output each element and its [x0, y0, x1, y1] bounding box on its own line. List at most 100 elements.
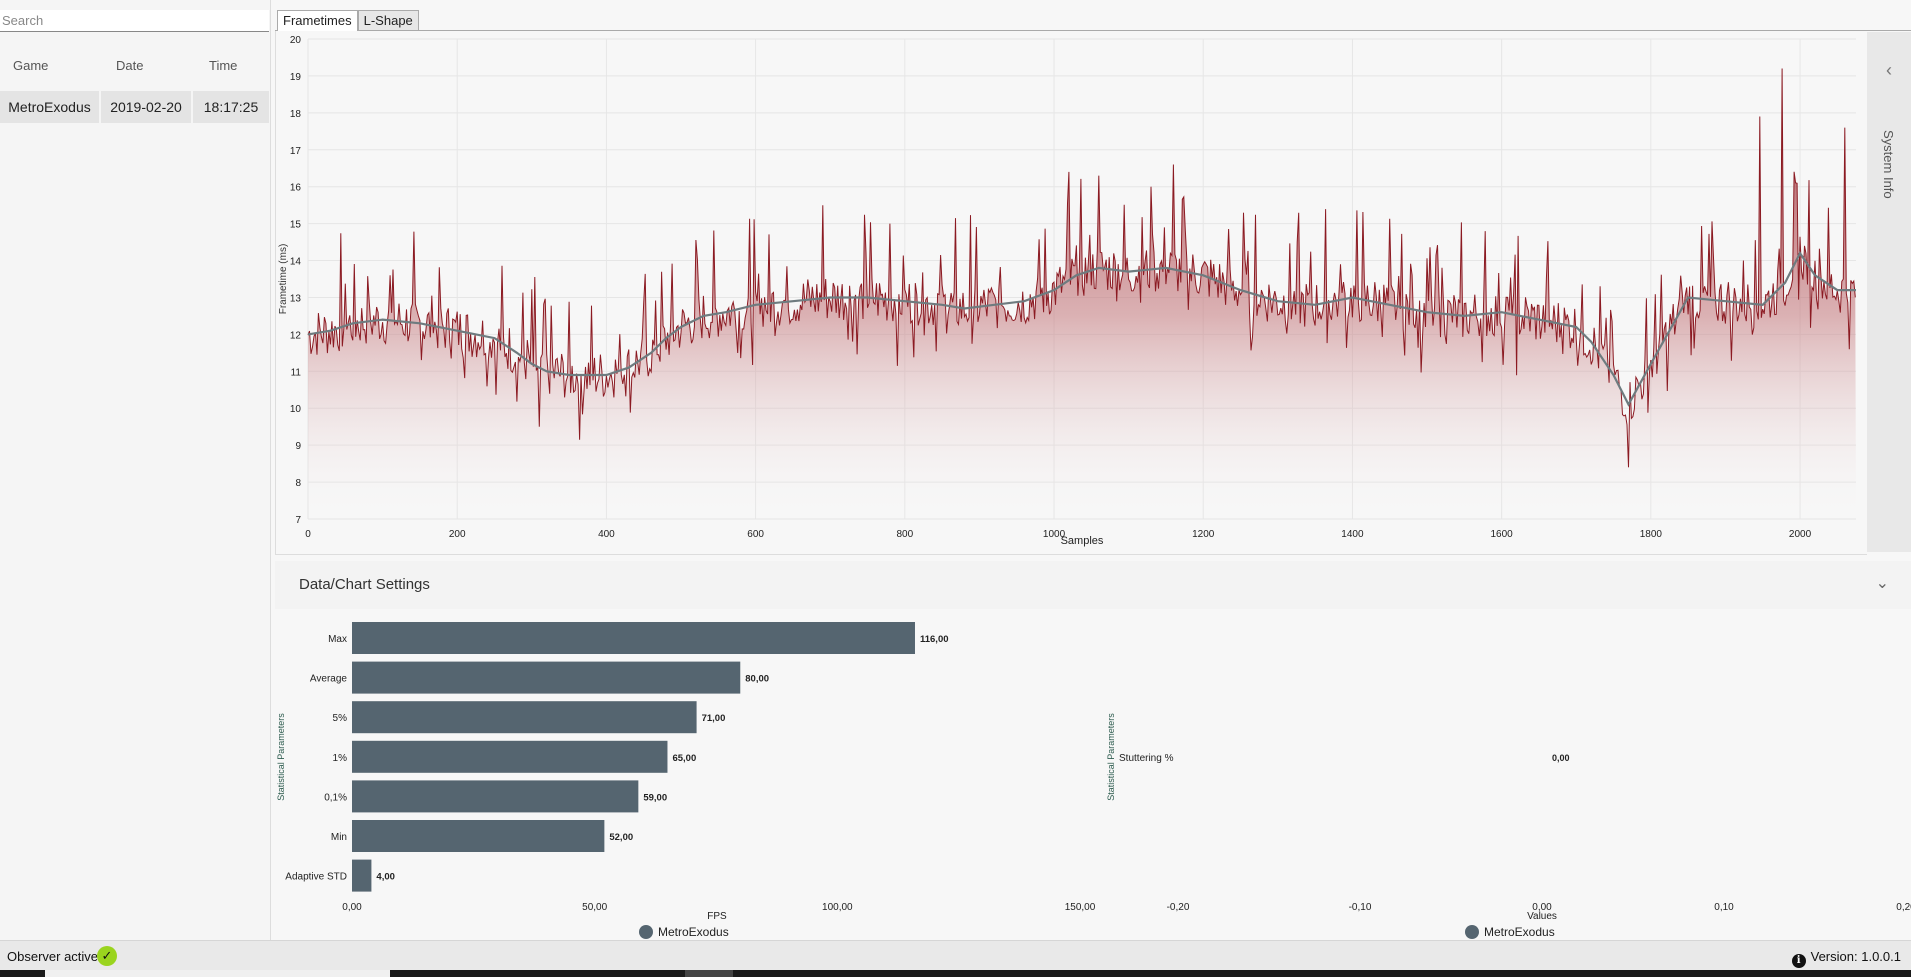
x-tick-label: 0,20 — [1896, 902, 1911, 913]
category-label: Stuttering % — [1119, 753, 1174, 764]
x-axis-ticks: 0 200 400 600 800 1000 1200 1400 1600 1800 2000 — [305, 529, 1811, 540]
value-label: 4,00 — [376, 872, 395, 883]
x-tick-label: 0,00 — [1532, 902, 1552, 913]
x-tick-label: 1200 — [1192, 529, 1215, 540]
fps-statistics-chart: Statistical Parameters Max 116,00 Average 8… — [276, 622, 1096, 939]
category-label: 1% — [333, 753, 348, 764]
status-bar: Observer active: ✓ i Version: 1.0.0.1 — [0, 940, 1911, 970]
search-input[interactable] — [0, 10, 269, 32]
y-tick-label: 17 — [290, 146, 302, 157]
y-tick-label: 15 — [290, 220, 302, 231]
y-tick-label: 8 — [295, 478, 301, 489]
y-tick-label: 16 — [290, 183, 302, 194]
column-header-time[interactable]: Time — [209, 58, 238, 73]
legend-label[interactable]: MetroExodus — [1484, 925, 1555, 939]
x-tick-label: 2000 — [1789, 529, 1812, 540]
x-tick-label: 0,00 — [342, 902, 362, 913]
x-tick-label: 1800 — [1640, 529, 1663, 540]
category-label: 0,1% — [324, 792, 347, 803]
value-label: 116,00 — [920, 634, 949, 645]
legend-swatch — [639, 925, 653, 939]
x-axis-label: FPS — [707, 911, 727, 922]
tab-divider — [275, 30, 1911, 31]
value-label: 59,00 — [643, 792, 667, 803]
bar[interactable] — [352, 661, 741, 694]
stuttering-chart: Statistical Parameters Stuttering % 0,00… — [1106, 713, 1911, 939]
info-icon[interactable]: i — [1791, 954, 1806, 968]
y-tick-label: 19 — [290, 72, 302, 83]
taskbar-window[interactable] — [45, 970, 390, 977]
x-tick-label: 400 — [598, 529, 615, 540]
taskbar — [0, 970, 1911, 977]
y-tick-label: 10 — [290, 404, 302, 415]
x-axis-ticks: -0,20 -0,10 0,00 0,10 0,20 — [1167, 902, 1911, 913]
value-label: 80,00 — [745, 674, 769, 685]
tab-l-shape[interactable]: L-Shape — [357, 10, 419, 31]
y-axis-label: Statistical Parameters — [1106, 713, 1116, 801]
bar[interactable] — [352, 820, 605, 852]
x-tick-label: 600 — [747, 529, 764, 540]
cell-game: MetroExodus — [0, 91, 99, 123]
x-tick-label: 200 — [449, 529, 466, 540]
x-axis-label: Values — [1527, 911, 1557, 922]
x-tick-label: 0 — [305, 529, 311, 540]
table-row[interactable]: MetroExodus 2019-02-20 18:17:25 — [0, 91, 271, 123]
y-axis-ticks: 7 8 9 10 11 12 13 14 15 16 17 18 19 20 — [290, 35, 302, 526]
fps-bars: Max 116,00 Average 80,00 5% 71,00 1% 65,00 0,1% 5… — [285, 622, 949, 892]
y-axis-label: Statistical Parameters — [276, 713, 286, 801]
x-tick-label: 800 — [896, 529, 913, 540]
observer-status-label: Observer active: — [7, 949, 102, 964]
frametime-area — [308, 68, 1856, 519]
x-axis-ticks: 0,00 50,00 100,00 150,00 — [342, 902, 1095, 913]
category-label: Min — [331, 832, 347, 843]
settings-title: Data/Chart Settings — [299, 576, 430, 593]
moving-average-line — [307, 251, 1856, 407]
y-tick-label: 9 — [295, 441, 301, 452]
column-header-date[interactable]: Date — [116, 58, 144, 73]
category-label: Average — [310, 674, 348, 685]
frametime-line — [307, 68, 1856, 468]
y-tick-label: 20 — [290, 35, 302, 46]
data-chart-settings-expander[interactable]: Data/Chart Settings ⌄ — [275, 561, 1911, 609]
cell-time: 18:17:25 — [193, 91, 269, 123]
system-info-label: System Info — [1881, 130, 1896, 199]
x-tick-label: -0,10 — [1349, 902, 1372, 913]
y-tick-label: 14 — [290, 257, 302, 268]
session-panel: Game Date Time MetroExodus 2019-02-20 18… — [0, 0, 271, 940]
x-tick-label: 0,10 — [1714, 902, 1734, 913]
category-label: Adaptive STD — [285, 872, 347, 883]
version-label: Version: — [1810, 949, 1858, 964]
system-info-toggle[interactable]: ‹ System Info — [1867, 32, 1911, 552]
x-tick-label: 1000 — [1043, 529, 1066, 540]
x-tick-label: 100,00 — [822, 902, 853, 913]
version-info: i Version: 1.0.0.1 — [1791, 949, 1901, 968]
bar[interactable] — [352, 701, 697, 734]
chevron-down-icon: ⌄ — [1875, 575, 1889, 592]
bar[interactable] — [352, 780, 639, 813]
tab-frametimes[interactable]: Frametimes — [277, 10, 358, 32]
category-label: 5% — [333, 713, 348, 724]
session-table-header: Game Date Time — [0, 58, 271, 78]
value-label: 71,00 — [702, 713, 726, 724]
frametime-chart-panel: 7 8 9 10 11 12 13 14 15 16 17 18 19 20 0 200 400 600 800 1… — [275, 31, 1867, 555]
x-tick-label: 150,00 — [1065, 902, 1096, 913]
y-tick-label: 12 — [290, 330, 302, 341]
bar[interactable] — [352, 740, 668, 773]
value-label: 65,00 — [672, 753, 696, 764]
bar[interactable] — [352, 622, 915, 654]
y-tick-label: 18 — [290, 109, 302, 120]
x-tick-label: 1600 — [1491, 529, 1514, 540]
x-axis-label: Samples — [1061, 535, 1104, 547]
y-tick-label: 11 — [291, 367, 302, 378]
category-label: Max — [328, 634, 347, 645]
x-tick-label: 50,00 — [582, 902, 607, 913]
bar[interactable] — [352, 859, 372, 892]
y-tick-label: 13 — [290, 293, 302, 304]
value-label: 0,00 — [1552, 753, 1570, 763]
x-tick-label: 1400 — [1341, 529, 1364, 540]
taskbar-window[interactable] — [685, 970, 733, 977]
column-header-game[interactable]: Game — [13, 58, 49, 73]
legend-swatch — [1465, 925, 1479, 939]
legend-label[interactable]: MetroExodus — [658, 925, 729, 939]
check-icon: ✓ — [97, 946, 117, 966]
